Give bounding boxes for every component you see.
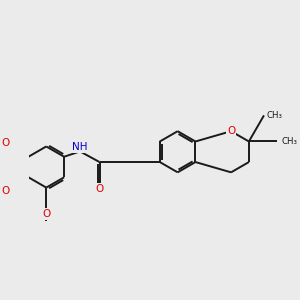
Text: NH: NH bbox=[72, 142, 87, 152]
Text: CH₃: CH₃ bbox=[266, 111, 282, 120]
Text: O: O bbox=[1, 138, 10, 148]
Text: O: O bbox=[227, 126, 235, 136]
Text: O: O bbox=[42, 209, 50, 219]
Text: O: O bbox=[1, 186, 10, 196]
Text: CH₃: CH₃ bbox=[281, 137, 298, 146]
Text: O: O bbox=[95, 184, 104, 194]
